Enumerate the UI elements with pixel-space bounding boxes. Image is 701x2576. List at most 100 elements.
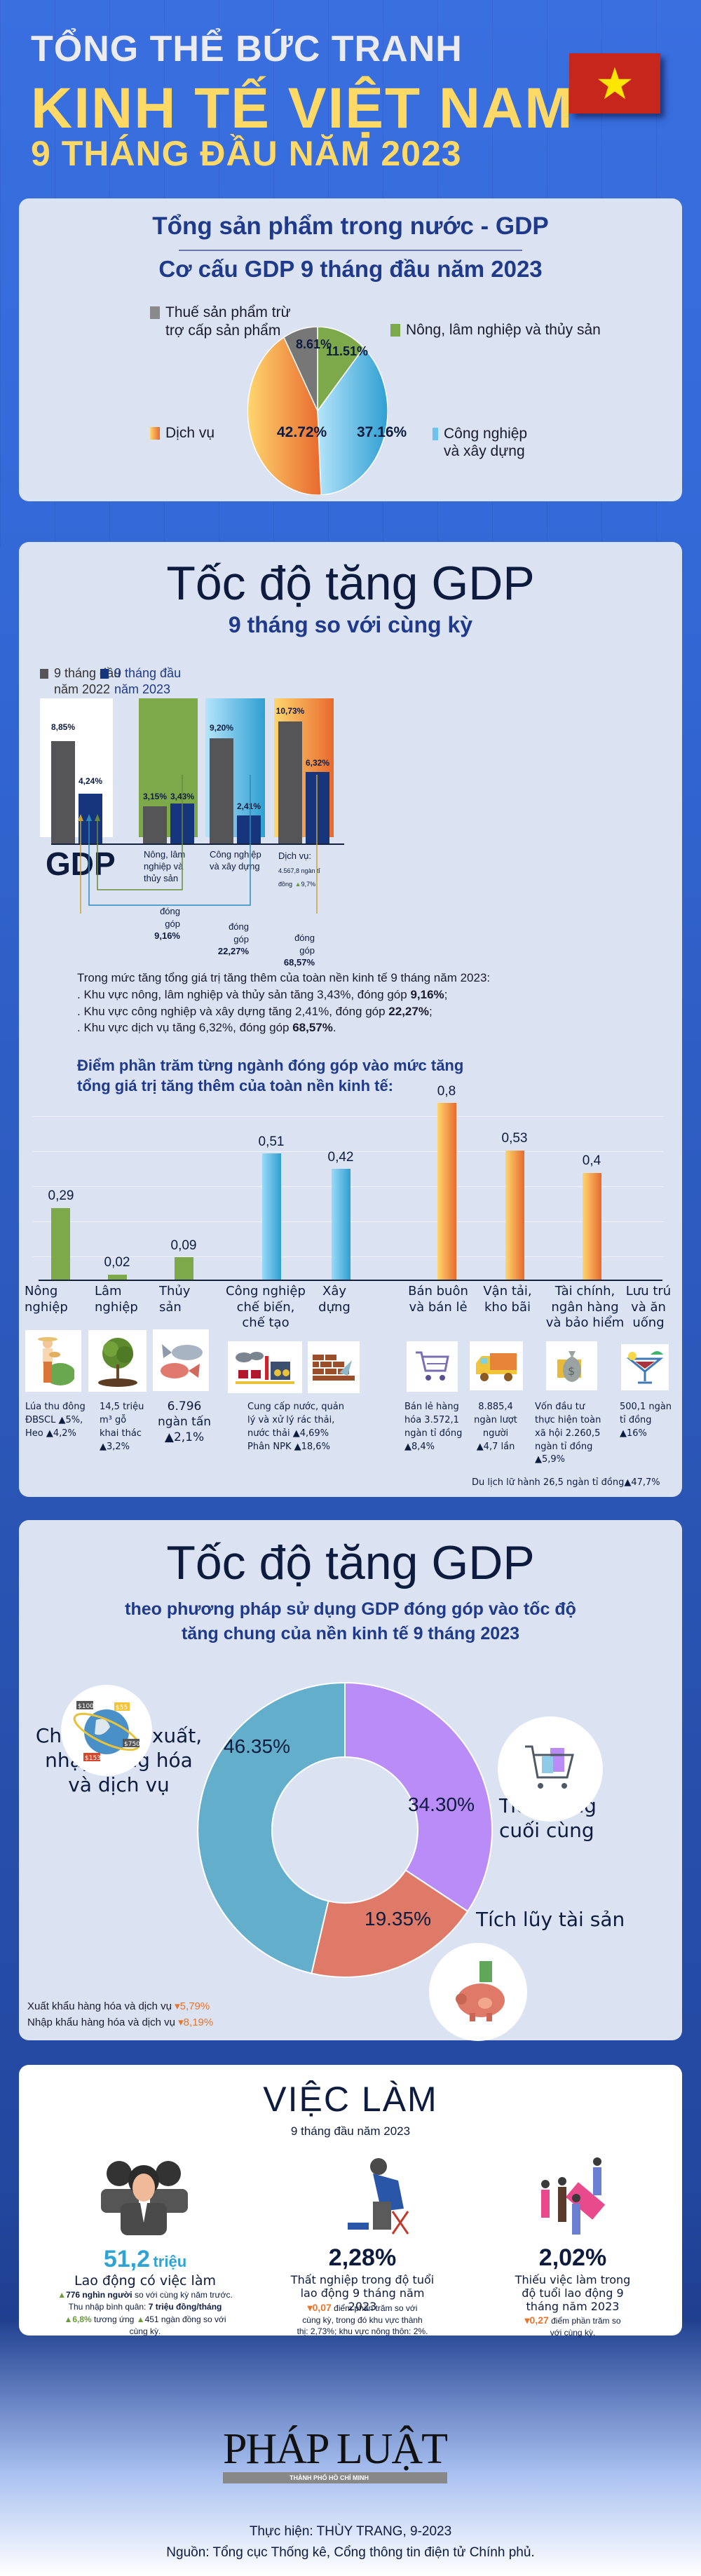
- tourism-note: Du lịch lữ hành 26,5 ngàn tỉ đồng▲47,7%: [472, 1477, 660, 1488]
- legend-2023: 9 tháng đầu năm 2023: [100, 665, 181, 697]
- value-cong-nghiep: 0,51: [258, 1134, 285, 1149]
- credit: Thực hiện: THÙY TRANG, 9-2023: [249, 2524, 452, 2539]
- bar-agri-2022: [143, 806, 167, 843]
- legend-tax: Thuế sản phẩm trừ trợ cấp sản phẩm: [150, 304, 291, 341]
- vietnam-flag-icon: [569, 53, 660, 114]
- trade-notes: Xuất khẩu hàng hóa và dịch vụ ▾5,79% Nhậ…: [27, 2000, 214, 2028]
- cocktail-icon: [621, 1344, 669, 1390]
- pie-label-tax: 8.61%: [296, 337, 332, 351]
- bar-gdp-2022: [51, 741, 75, 843]
- shopping-cart-circle-icon: [498, 1716, 603, 1822]
- legend-industry: Công nghiệp và xây dựng: [433, 425, 527, 460]
- growth-notes: Trong mức tăng tổng giá trị tăng thêm củ…: [77, 971, 491, 1035]
- label-cong-nghiep: Công nghiệp chế biến, chế tạo: [226, 1284, 306, 1330]
- employment-panel: VIỆC LÀM 9 tháng đầu năm 2023 51,2 triệu…: [19, 2065, 682, 2338]
- source: Nguồn: Tổng cục Thống kê, Cổng thông tin…: [166, 2545, 535, 2560]
- value-nong-nghiep: 0,29: [48, 1188, 74, 1203]
- workers-icon: [91, 2153, 196, 2237]
- pie-slice-industry: [317, 346, 388, 495]
- shopping-cart-icon: [407, 1341, 458, 1392]
- value-industry-2022: 9,20%: [209, 723, 234, 733]
- farmer-icon: [25, 1330, 81, 1392]
- legend-swatch-tax: [150, 306, 160, 320]
- pie-slice-services: [247, 336, 322, 495]
- expenditure-subtitle: theo phương pháp sử dụng GDP đóng góp và…: [125, 1599, 576, 1643]
- legend-agri: Nông, lâm nghiệp và thủy sản: [390, 322, 601, 339]
- gdp-structure-title: Tổng sản phẩm trong nước - GDP: [152, 212, 549, 240]
- contribution-arrows: [78, 775, 318, 914]
- note-thuy-san: 6.796 ngàn tấn ▲2,1%: [158, 1399, 212, 1445]
- label-ban-buon: Bán buôn và bán lẻ: [408, 1284, 468, 1315]
- label-xay-dung: Xây dựng: [318, 1284, 350, 1315]
- header-line-1: TỔNG THỂ BỨC TRANH: [31, 29, 463, 69]
- contrib-agri: đóng góp 9,16%: [154, 906, 180, 942]
- value-ban-buon: 0,8: [437, 1084, 456, 1099]
- legend-swatch-industry: [433, 428, 438, 441]
- header-period: 9 THÁNG ĐẦU NĂM 2023: [31, 134, 462, 173]
- bar-cong-nghiep: [262, 1153, 281, 1280]
- contrib-industry: đóng góp 22,27%: [217, 921, 249, 957]
- pie-label-services: 42.72%: [277, 424, 327, 440]
- svg-text:$100: $100: [78, 1703, 94, 1710]
- legend-swatch-services: [150, 427, 160, 440]
- label-van-tai: Vận tải, kho bãi: [483, 1284, 532, 1315]
- gdp-structure-panel: Tổng sản phẩm trong nước - GDP Cơ cấu GD…: [19, 198, 682, 501]
- gdp-structure-subtitle: Cơ cấu GDP 9 tháng đầu năm 2023: [158, 256, 543, 282]
- value-gdp-2023: 4,24%: [78, 776, 103, 786]
- donut-slice-consumption: [344, 1681, 494, 1913]
- expenditure-donut: [197, 1681, 494, 1978]
- bar-ban-buon: [437, 1103, 456, 1280]
- label-luu-tru: Lưu trú và ăn uống: [625, 1284, 672, 1330]
- value-services-2023: 6,32%: [305, 758, 330, 768]
- donut-label-accumulation: 19.35%: [365, 1908, 431, 1930]
- value-gdp-2022: 8,85%: [50, 722, 76, 732]
- pie-slice-tax: [283, 327, 318, 412]
- unemployment-notes: ▾0,07 điểm phần trăm so với cùng kỳ, tro…: [297, 2302, 428, 2337]
- industry-chart-baseline: [39, 1280, 662, 1281]
- svg-text:$55: $55: [116, 1704, 128, 1711]
- value-tai-chinh: 0,4: [582, 1153, 601, 1168]
- note-cong-nghiep: Cung cấp nước, quản lý và xử lý rác thải,…: [247, 1402, 344, 1452]
- tree-icon: [88, 1330, 147, 1392]
- gdp-structure-pie: [247, 327, 388, 495]
- fish-icon: [153, 1329, 209, 1391]
- header-title: KINH TẾ VIỆT NAM: [31, 76, 574, 140]
- unemployment-value: 2,28%: [328, 2244, 397, 2271]
- bar-xay-dung: [332, 1169, 350, 1280]
- value-van-tai: 0,53: [501, 1131, 528, 1146]
- svg-text:$: $: [568, 1364, 575, 1378]
- growth-title: Tốc độ tăng GDP: [166, 557, 535, 610]
- note-lam-nghiep: 14,5 triệu m³ gỗ khai thác ▲3,2%: [100, 1402, 144, 1452]
- label-nong-nghiep: Nông nghiệp: [25, 1284, 68, 1315]
- note-nong-nghiep: Lúa thu đông ĐBSCL ▲5%, Heo ▲4,2%: [25, 1402, 86, 1439]
- legend-services: Dịch vụ: [150, 425, 215, 442]
- value-thuy-san: 0,09: [170, 1238, 197, 1253]
- pie-label-agri: 11.51%: [326, 344, 369, 358]
- unemployment-label: Thất nghiệp trong độ tuổi lao động 9 thán…: [290, 2273, 435, 2314]
- legend-swatch-agri: [390, 324, 400, 337]
- gdp-expenditure-panel: Tốc độ tăng GDP theo phương pháp sử dụng…: [19, 1520, 682, 2041]
- hiring-icon: [534, 2149, 618, 2240]
- bar-lam-nghiep: [108, 1275, 127, 1280]
- note-van-tai: 8.885,4 ngàn lượt người ▲4,7 lần: [474, 1402, 517, 1452]
- underemployment-value: 2,02%: [538, 2244, 607, 2271]
- value-industry-2023: 2,41%: [236, 801, 261, 811]
- money-bag-icon: $: [546, 1341, 597, 1390]
- star-icon: [598, 67, 632, 100]
- gdp-growth-panel: Tốc độ tăng GDP 9 tháng so với cùng kỳ 9…: [19, 542, 682, 1497]
- underemployment-notes: ▾0,27 điểm phần trăm so với cùng kỳ.: [524, 2314, 621, 2338]
- value-lam-nghiep: 0,02: [104, 1255, 130, 1270]
- truck-icon: [470, 1341, 523, 1390]
- growth-baseline: [51, 843, 344, 845]
- note-tai-chinh: Vốn đầu tư thực hiện toàn xã hội 2.260,5 ng…: [535, 1402, 601, 1465]
- value-services-2022: 10,73%: [275, 706, 305, 716]
- services-group-label: Dịch vụ: 4.567,8 ngàn tỉ đồng ▲9,7%: [278, 850, 320, 888]
- bar-services-2023: [306, 772, 329, 843]
- bar-industry-2023: [237, 815, 261, 843]
- employed-value: 51,2 triệu: [103, 2246, 187, 2272]
- svg-text:$750: $750: [124, 1741, 140, 1748]
- pie-label-industry: 37.16%: [357, 424, 407, 440]
- employed-label: Lao động có việc làm: [74, 2273, 216, 2289]
- brick-wall-icon: [308, 1341, 360, 1393]
